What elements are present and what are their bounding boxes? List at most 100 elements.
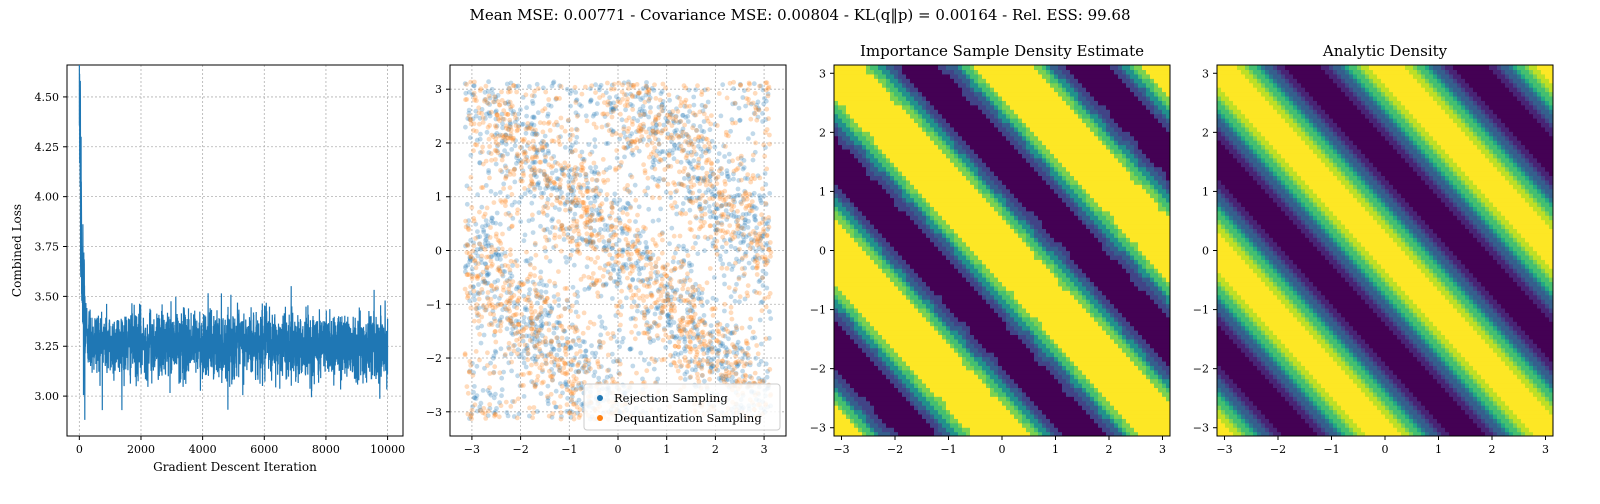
density-cell xyxy=(862,365,867,370)
density-cell xyxy=(846,370,851,375)
y-tick-label: 4.00 xyxy=(35,191,60,204)
scatter-point xyxy=(742,272,747,277)
x-tick-label: −1 xyxy=(561,443,577,456)
density-cell xyxy=(842,96,847,101)
scatter-point xyxy=(724,327,729,332)
scatter-point xyxy=(525,357,530,362)
density-cell xyxy=(854,118,859,123)
scatter-point xyxy=(660,108,665,113)
density-cell xyxy=(846,405,851,410)
scatter-point xyxy=(557,235,562,240)
scatter-point xyxy=(492,395,497,400)
density-cell xyxy=(842,264,847,269)
density-cell xyxy=(846,114,851,119)
density-cell xyxy=(878,255,883,260)
density-cell xyxy=(862,352,867,357)
density-cell xyxy=(862,171,867,176)
scatter-point xyxy=(595,255,600,260)
density-cell xyxy=(846,277,851,282)
scatter-point xyxy=(503,352,508,357)
scatter-point xyxy=(660,89,665,94)
scatter-point xyxy=(647,155,652,160)
scatter-point xyxy=(501,285,506,290)
density-cell xyxy=(874,361,879,366)
scatter-point xyxy=(511,344,516,349)
scatter-point xyxy=(700,287,705,292)
scatter-point xyxy=(699,92,704,97)
scatter-point xyxy=(593,165,598,170)
density-cell xyxy=(842,171,847,176)
density-cell xyxy=(862,206,867,211)
y-tick-label: 3.75 xyxy=(35,241,60,254)
scatter-point xyxy=(741,232,746,237)
scatter-point xyxy=(557,207,562,212)
scatter-point xyxy=(575,363,580,368)
scatter-point xyxy=(727,349,732,354)
density-cell xyxy=(834,392,839,397)
scatter-point xyxy=(586,195,591,200)
scatter-point xyxy=(661,338,666,343)
scatter-point xyxy=(629,296,634,301)
density-cell xyxy=(842,242,847,247)
density-cell xyxy=(870,189,875,194)
density-cell xyxy=(850,220,855,225)
scatter-point xyxy=(753,259,758,264)
density-cell xyxy=(838,361,843,366)
scatter-point xyxy=(485,130,490,135)
density-cell xyxy=(838,286,843,291)
scatter-point xyxy=(642,358,647,363)
scatter-point xyxy=(584,178,589,183)
density-cell xyxy=(854,365,859,370)
density-cell xyxy=(858,206,863,211)
density-cell xyxy=(850,423,855,428)
scatter-point xyxy=(734,282,739,287)
scatter-point xyxy=(516,84,521,89)
density-cell xyxy=(878,361,883,366)
scatter-point xyxy=(698,181,703,186)
scatter-point xyxy=(673,200,678,205)
scatter-point xyxy=(498,168,503,173)
density-cell xyxy=(838,69,843,74)
density-cell xyxy=(838,158,843,163)
density-cell xyxy=(854,228,859,233)
density-cell xyxy=(842,374,847,379)
scatter-point xyxy=(688,220,693,225)
density-cell xyxy=(874,317,879,322)
scatter-point xyxy=(719,114,724,119)
density-cell xyxy=(866,96,871,101)
scatter-point xyxy=(671,259,676,264)
scatter-point xyxy=(681,328,686,333)
scatter-point xyxy=(661,298,666,303)
density-cell xyxy=(842,414,847,419)
scatter-point xyxy=(534,253,539,258)
scatter-point xyxy=(539,195,544,200)
density-cell xyxy=(850,361,855,366)
scatter-point xyxy=(556,315,561,320)
density-cell xyxy=(878,401,883,406)
scatter-point xyxy=(522,152,527,157)
density-cell xyxy=(842,65,847,70)
scatter-point xyxy=(657,142,662,147)
scatter-point xyxy=(463,219,468,224)
scatter-point xyxy=(593,260,598,265)
scatter-point xyxy=(472,259,477,264)
density-cell xyxy=(878,100,883,105)
density-cell xyxy=(870,198,875,203)
density-cell xyxy=(882,423,887,428)
scatter-point xyxy=(747,192,752,197)
density-cell xyxy=(846,401,851,406)
density-cell xyxy=(834,65,839,70)
density-cell xyxy=(870,312,875,317)
density-cell xyxy=(854,370,859,375)
scatter-point xyxy=(500,387,505,392)
scatter-point xyxy=(497,239,502,244)
density-cell xyxy=(882,65,887,70)
scatter-point xyxy=(760,119,765,124)
scatter-point xyxy=(602,239,607,244)
scatter-point xyxy=(475,192,480,197)
density-cell xyxy=(834,184,839,189)
density-cell xyxy=(846,286,851,291)
density-cell xyxy=(838,109,843,114)
scatter-point xyxy=(766,116,771,121)
density-cell xyxy=(878,136,883,141)
